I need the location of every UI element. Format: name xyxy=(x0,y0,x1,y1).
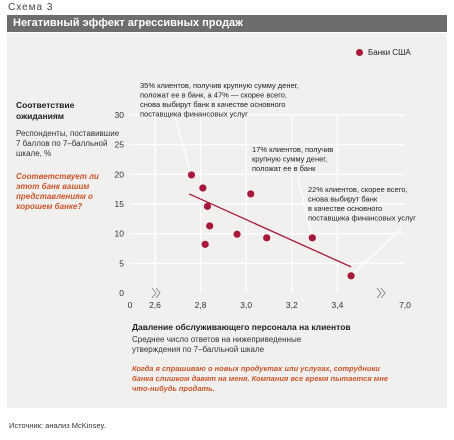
legend-marker xyxy=(356,49,363,56)
chart-panel xyxy=(7,33,447,408)
x-tick-label: 3,4 xyxy=(331,300,343,310)
x-tick-label: 3,2 xyxy=(286,300,298,310)
data-point xyxy=(263,234,271,242)
annotation-text: 22% клиентов, скорее всего, xyxy=(308,185,408,194)
y-axis-subtitle: Респонденты, поставившие 7 баллов по 7–б… xyxy=(16,129,120,158)
legend-label: Банки США xyxy=(368,48,411,57)
title-bar: Негативный эффект агрессивных продаж xyxy=(7,15,447,32)
y-tick-label: 5 xyxy=(119,258,124,268)
annotation-text: снова выбирут банк в качестве основного xyxy=(140,100,285,109)
data-point xyxy=(233,230,241,238)
axis-break-mark xyxy=(376,287,382,299)
x-tick-label: 3,0 xyxy=(240,300,252,310)
data-point xyxy=(247,190,255,198)
annotation-leader xyxy=(297,177,313,238)
x-tick-label: 2,8 xyxy=(195,300,207,310)
y-axis-title: Соответствие ожиданиям xyxy=(16,100,75,121)
y-tick-label: 20 xyxy=(115,169,125,179)
legend: Банки США xyxy=(356,48,411,57)
annotation-text: 17% клиентов, получив xyxy=(252,145,333,154)
x-axis-note: Когда я спрашиваю о новых продуктах или … xyxy=(132,364,389,393)
axis-break-mark xyxy=(151,287,157,299)
source-note: Источник: анализ McKinsey. xyxy=(9,421,106,430)
data-point xyxy=(206,222,214,230)
y-axis-question: Соответствует ли этот банк вашим предста… xyxy=(16,172,99,211)
data-point xyxy=(203,202,212,210)
data-point xyxy=(201,240,209,248)
annotation-text: поставщика финансовых услуг xyxy=(140,110,248,119)
annotation-text: положат ее в банк, а 47% — скорее всего, xyxy=(140,91,287,100)
x-tick-label: 2,6 xyxy=(149,300,161,310)
y-tick-label: 15 xyxy=(115,199,125,209)
annotation-text: 35% клиентов, получив крупную сумму дене… xyxy=(140,81,299,90)
x-axis-subtitle: Среднее число ответов на нижеприведенные… xyxy=(132,335,302,354)
y-tick-label: 0 xyxy=(119,288,124,298)
annotation-text: крупную сумму денег, xyxy=(252,155,327,164)
annotation-text: поставщика финансовых услуг xyxy=(308,214,416,223)
trend-line xyxy=(188,193,352,268)
annotation-text: в качестве основного xyxy=(308,204,382,213)
annotation-text: снова выбирут банк xyxy=(308,195,378,204)
y-tick-label: 10 xyxy=(115,229,125,239)
data-point xyxy=(187,171,196,179)
y-tick-label: 30 xyxy=(115,110,125,120)
data-point xyxy=(308,234,316,242)
chart-title: Негативный эффект агрессивных продаж xyxy=(13,17,243,29)
annotation-leader xyxy=(174,116,193,176)
x-axis-title: Давление обслуживающего персонала на кли… xyxy=(132,322,351,332)
data-point xyxy=(347,272,355,280)
data-point xyxy=(199,184,207,192)
axis-break-mark xyxy=(380,287,386,299)
y-tick-label: 25 xyxy=(115,140,125,150)
annotation-leader xyxy=(350,227,403,277)
annotation-text: положат ее в банк xyxy=(252,164,316,173)
x-tick-label: 7,0 xyxy=(399,300,411,310)
x-tick-label: 0 xyxy=(128,300,133,310)
axis-break-mark xyxy=(155,287,161,299)
scheme-label: Схема 3 xyxy=(8,2,54,13)
